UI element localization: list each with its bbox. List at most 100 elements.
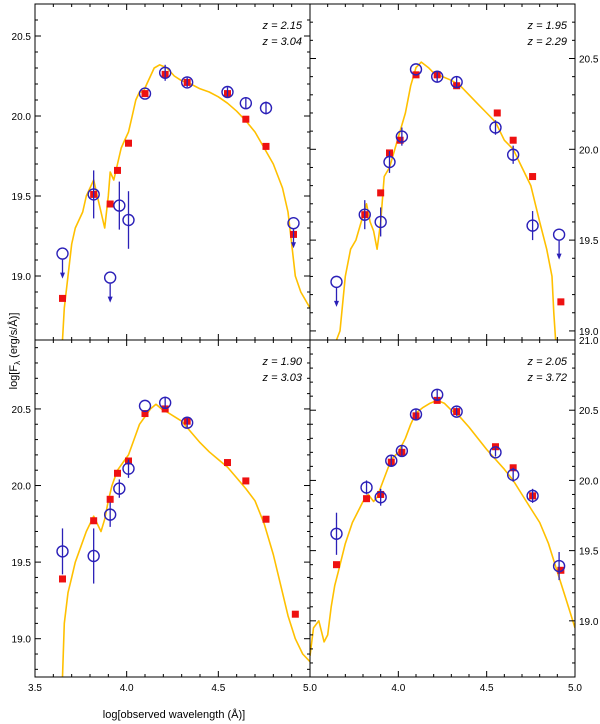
predicted-flux-square [529, 173, 537, 181]
observed-flux-circle [385, 454, 398, 467]
observed-flux-circle [360, 481, 373, 494]
y-tick-label: 20.0 [579, 145, 599, 156]
observed-flux-circle [409, 408, 423, 421]
predicted-flux-square [224, 459, 231, 467]
observed-flux-circle [489, 446, 502, 459]
y-tick-label: 19.0 [12, 272, 32, 283]
y-tick-label: 20.5 [12, 405, 32, 416]
y-tick-label: 20.5 [579, 406, 599, 417]
observed-flux-circle [180, 76, 194, 89]
upper-limit-arrow-head [60, 272, 65, 279]
y-tick-label: 20.0 [579, 476, 599, 487]
x-axis-title: log[observed wavelength (Å)] [103, 708, 245, 721]
predicted-flux-square [141, 410, 149, 418]
predicted-flux-square [59, 294, 66, 302]
x-tick-label: 4.0 [120, 683, 134, 694]
observed-flux-circle [87, 188, 100, 201]
predicted-flux-square [333, 561, 340, 569]
predicted-flux-square [141, 90, 149, 98]
panel-frame [309, 3, 576, 341]
observed-flux-circle [374, 215, 387, 229]
upper-limit-arrow-head [556, 253, 562, 260]
upper-limit-arrow-head [291, 242, 296, 249]
panel-frame [34, 3, 311, 341]
panel-bottom-right: 19.0 19.5 20.0 20.5 21.0 z = 2.05 z = 3.72 [309, 336, 599, 678]
observed-flux-circle [87, 549, 100, 563]
observed-flux-circle [113, 199, 126, 212]
panel-frame [309, 339, 576, 678]
redshift-label: z = 2.05 [527, 356, 568, 368]
observed-flux-circle [374, 491, 387, 504]
panel-top-right: 19.0 19.5 20.0 20.5 z = 1.95 z = 2.29 [309, 3, 599, 341]
observed-flux-circle [450, 75, 463, 89]
observed-flux-circle [395, 130, 409, 143]
panels-group: 19.0 19.5 20.0 20.5 z = 2.15 z = 3.04 19.0 19.5… [12, 3, 599, 694]
y-tick-label: 20.0 [12, 112, 32, 123]
formation-redshift-label: z = 3.72 [527, 372, 567, 384]
panel-frame [34, 339, 311, 678]
observed-flux-circle [506, 148, 520, 161]
observed-flux-circle [526, 219, 539, 232]
upper-limit-arrow-head [334, 300, 339, 307]
observed-flux-circle [122, 213, 135, 227]
y-axis-title-rest: (erg/s/Å)] [7, 313, 20, 361]
observed-flux-circle [431, 388, 444, 401]
observed-flux-circle [239, 96, 253, 110]
redshift-label: z = 1.95 [527, 20, 568, 32]
predicted-flux-square [90, 517, 98, 525]
observed-flux-circle [383, 155, 396, 169]
predicted-flux-square [493, 109, 501, 117]
observed-flux-circle [138, 87, 152, 100]
y-tick-label: 19.5 [579, 236, 599, 247]
observed-flux-circle [122, 462, 135, 475]
observed-flux-circle [103, 508, 117, 521]
predicted-flux-square [106, 495, 114, 503]
formation-redshift-label: z = 3.04 [262, 36, 302, 48]
panel-top-left: 19.0 19.5 20.0 20.5 z = 2.15 z = 3.04 [12, 3, 311, 341]
predicted-flux-square [59, 575, 66, 583]
predicted-flux-square [242, 477, 250, 485]
observed-flux-circle [526, 489, 539, 503]
y-tick-label: 20.0 [12, 482, 32, 493]
y-axis-title: log[Fλ (erg/s/Å)] [7, 313, 22, 390]
predicted-flux-square [262, 142, 270, 150]
y-tick-label: 19.0 [579, 617, 599, 628]
observed-flux-circle [259, 101, 273, 115]
predicted-flux-square [106, 200, 114, 208]
y-tick-label: 19.0 [579, 327, 599, 338]
predicted-flux-square [291, 610, 299, 618]
model-sed-curve [310, 399, 575, 656]
x-tick-label: 3.5 [28, 683, 42, 694]
observed-flux-circle [409, 63, 423, 76]
observed-flux-circle [113, 482, 126, 495]
observed-flux-circle [552, 228, 566, 241]
observed-flux-circle [287, 216, 300, 230]
observed-flux-circle [221, 85, 234, 99]
observed-flux-circle [450, 405, 463, 418]
predicted-flux-square [125, 139, 132, 147]
observed-flux-circle [431, 70, 444, 83]
predicted-flux-square [262, 515, 270, 523]
x-tick-label: 5.0 [303, 683, 317, 694]
observed-flux-circle [330, 275, 343, 289]
observed-flux-circle [158, 66, 172, 80]
y-tick-label: 19.5 [12, 192, 32, 203]
observed-flux-circle [56, 545, 69, 558]
predicted-flux-square [557, 298, 565, 306]
y-tick-label: 20.5 [12, 32, 32, 43]
y-axis-title-sub: λ [13, 361, 22, 365]
y-tick-label: 21.0 [579, 336, 599, 347]
model-sed-curve [61, 64, 310, 340]
observed-flux-circle [395, 444, 409, 458]
observed-flux-circle [330, 527, 343, 540]
x-tick-label: 4.5 [211, 683, 225, 694]
redshift-label: z = 1.90 [262, 356, 303, 368]
redshift-label: z = 2.15 [262, 20, 303, 32]
predicted-flux-square [557, 566, 565, 574]
y-tick-label: 20.5 [579, 54, 599, 65]
observed-flux-circle [138, 399, 152, 413]
model-sed-curve [61, 403, 310, 677]
y-tick-label: 19.5 [579, 547, 599, 558]
observed-flux-circle [180, 416, 194, 429]
x-tick-label: 4.5 [480, 683, 494, 694]
